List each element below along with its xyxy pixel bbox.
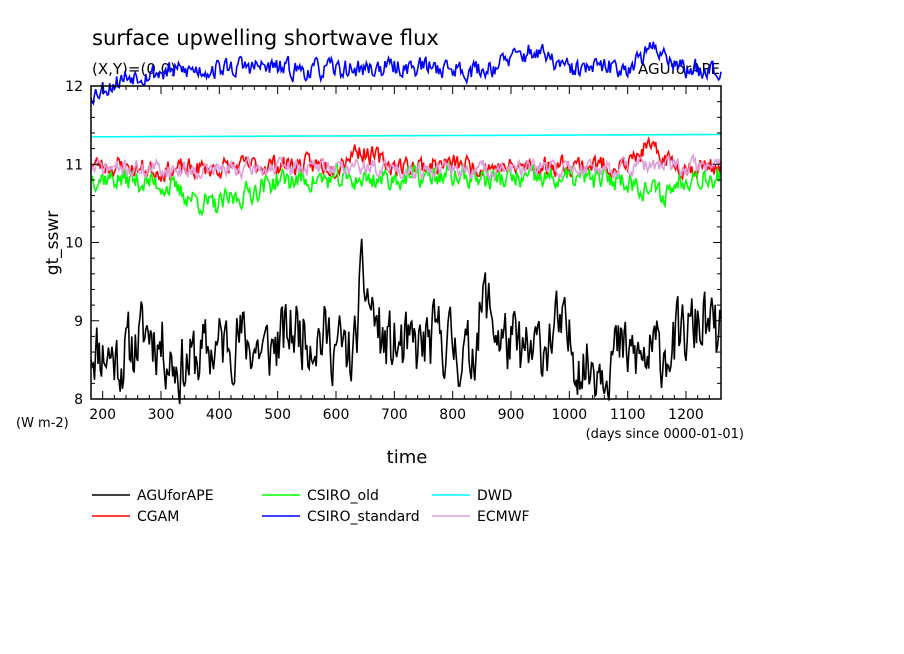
y-axis-label: gt_sswr [43, 211, 63, 276]
series-line-ecmwf [90, 152, 722, 183]
x-tick-label: 500 [264, 407, 291, 423]
x-tick-label: 300 [148, 407, 175, 423]
legend-label: ECMWF [477, 509, 530, 525]
series-line-dwd [91, 133, 721, 138]
x-tick-label: 900 [498, 407, 525, 423]
y-tick-label: 9 [74, 314, 83, 330]
x-axis-units: (days since 0000-01-01) [586, 427, 744, 442]
series-line-csiro_old [90, 160, 722, 217]
x-tick-label: 1200 [668, 407, 704, 423]
y-tick-label: 10 [65, 236, 83, 252]
legend-label: CSIRO_old [307, 488, 379, 504]
y-tick-label: 12 [65, 79, 83, 95]
chart-title: surface upwelling shortwave flux [92, 26, 439, 50]
series-line-csiro_standard [90, 41, 722, 106]
series-line-aguforape [90, 238, 722, 405]
legend-label: CSIRO_standard [307, 509, 420, 525]
x-tick-label: 700 [381, 407, 408, 423]
x-tick-label: 800 [439, 407, 466, 423]
x-tick-label: 400 [206, 407, 233, 423]
y-tick-label: 11 [65, 157, 83, 173]
legend: AGUforAPE CGAM CSIRO_old CSIRO_standard DWD E… [92, 488, 530, 525]
legend-label: CGAM [137, 509, 179, 525]
legend-label: DWD [477, 488, 512, 504]
series-layer [90, 41, 722, 405]
x-tick-label: 200 [89, 407, 116, 423]
x-tick-label: 1000 [552, 407, 588, 423]
y-tick-label: 8 [74, 392, 83, 408]
x-tick-label: 1100 [610, 407, 646, 423]
x-axis-label: time [387, 447, 428, 468]
x-axis: 200 300 400 500 600 700 800 900 1000 1100 1200 [89, 86, 722, 423]
y-axis-units: (W m-2) [16, 416, 69, 431]
x-tick-label: 600 [323, 407, 350, 423]
series-line-cgam [91, 135, 722, 183]
chart-subtitle-left: (X,Y)=(0,0) [92, 60, 176, 78]
legend-label: AGUforAPE [137, 488, 214, 504]
y-axis: 8 9 10 11 12 [65, 79, 721, 408]
